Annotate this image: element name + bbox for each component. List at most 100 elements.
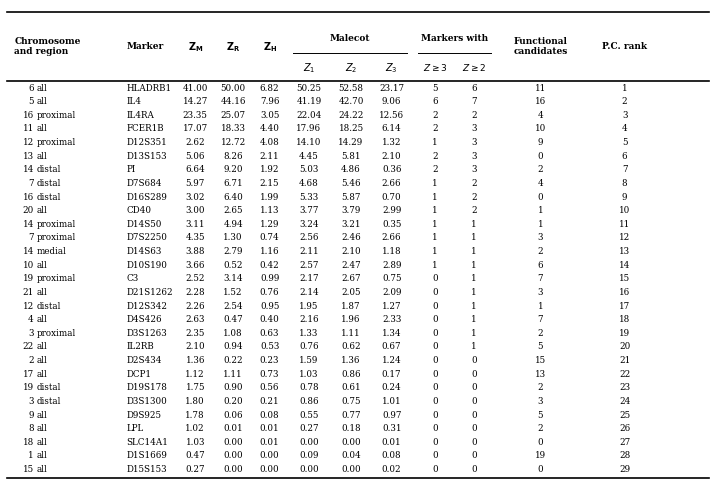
Text: 2: 2: [538, 329, 543, 338]
Text: 3: 3: [538, 397, 543, 406]
Text: 2: 2: [538, 383, 543, 393]
Text: all: all: [37, 261, 47, 270]
Text: 1: 1: [471, 288, 477, 297]
Text: 0.36: 0.36: [382, 165, 402, 174]
Text: 3.88: 3.88: [185, 247, 205, 256]
Text: all: all: [37, 342, 47, 352]
Text: 12.56: 12.56: [379, 111, 405, 120]
Text: 10: 10: [23, 261, 34, 270]
Text: 2.28: 2.28: [185, 288, 205, 297]
Text: Marker: Marker: [127, 42, 164, 51]
Text: 41.00: 41.00: [183, 84, 208, 93]
Text: 4.68: 4.68: [299, 179, 319, 188]
Text: 2.56: 2.56: [299, 233, 319, 243]
Text: 2.47: 2.47: [341, 261, 361, 270]
Text: IL4: IL4: [127, 97, 142, 106]
Text: 0: 0: [432, 315, 438, 324]
Text: 2.16: 2.16: [299, 315, 319, 324]
Text: 0.76: 0.76: [260, 288, 279, 297]
Text: 0: 0: [538, 438, 543, 447]
Text: all: all: [37, 315, 47, 324]
Text: 0.70: 0.70: [382, 192, 402, 202]
Text: 2: 2: [621, 97, 627, 106]
Text: 12: 12: [23, 301, 34, 311]
Text: 1: 1: [538, 301, 543, 311]
Text: 1: 1: [432, 261, 438, 270]
Text: 2.10: 2.10: [185, 342, 205, 352]
Text: 0.52: 0.52: [223, 261, 243, 270]
Text: 16: 16: [23, 192, 34, 202]
Text: 27: 27: [619, 438, 630, 447]
Text: D16S289: D16S289: [127, 192, 168, 202]
Text: 0.95: 0.95: [260, 301, 279, 311]
Text: 0: 0: [471, 370, 477, 379]
Text: 0: 0: [471, 383, 477, 393]
Text: $\mathbf{Z_R}$: $\mathbf{Z_R}$: [226, 40, 240, 54]
Text: 0.23: 0.23: [260, 356, 279, 365]
Text: 19: 19: [535, 451, 546, 461]
Text: $\mathbf{Z_H}$: $\mathbf{Z_H}$: [263, 40, 276, 54]
Text: 17.96: 17.96: [296, 124, 321, 133]
Text: 2.17: 2.17: [299, 274, 319, 283]
Text: 2.65: 2.65: [223, 206, 243, 215]
Text: DCP1: DCP1: [127, 370, 152, 379]
Text: 0.86: 0.86: [299, 397, 319, 406]
Text: distal: distal: [37, 301, 61, 311]
Text: 0.01: 0.01: [260, 424, 279, 433]
Text: 2: 2: [538, 165, 543, 174]
Text: 2.10: 2.10: [341, 247, 361, 256]
Text: 0.90: 0.90: [223, 383, 243, 393]
Text: 1.59: 1.59: [299, 356, 319, 365]
Text: 2: 2: [432, 165, 438, 174]
Text: 0: 0: [471, 465, 477, 474]
Text: 0.01: 0.01: [260, 438, 279, 447]
Text: 0.55: 0.55: [299, 411, 319, 420]
Text: 23.17: 23.17: [379, 84, 405, 93]
Text: 5.46: 5.46: [341, 179, 361, 188]
Text: 0: 0: [471, 451, 477, 461]
Text: 0.40: 0.40: [260, 315, 279, 324]
Text: 0.99: 0.99: [260, 274, 279, 283]
Text: 1.30: 1.30: [223, 233, 243, 243]
Text: 1: 1: [471, 233, 477, 243]
Text: D3S1300: D3S1300: [127, 397, 168, 406]
Text: 44.16: 44.16: [221, 97, 246, 106]
Text: 4: 4: [538, 179, 543, 188]
Text: FCER1B: FCER1B: [127, 124, 164, 133]
Text: 24.22: 24.22: [338, 111, 364, 120]
Text: IL4RA: IL4RA: [127, 111, 155, 120]
Text: 7: 7: [28, 233, 34, 243]
Text: 1.27: 1.27: [382, 301, 402, 311]
Text: 21: 21: [619, 356, 630, 365]
Text: 2.05: 2.05: [342, 288, 361, 297]
Text: 28: 28: [619, 451, 630, 461]
Text: 2.99: 2.99: [382, 206, 402, 215]
Text: 5.81: 5.81: [342, 151, 361, 161]
Text: 7: 7: [538, 274, 543, 283]
Text: 0: 0: [432, 329, 438, 338]
Text: 2.57: 2.57: [299, 261, 319, 270]
Text: distal: distal: [37, 397, 61, 406]
Text: 9.20: 9.20: [223, 165, 243, 174]
Text: 5.97: 5.97: [185, 179, 205, 188]
Text: 0: 0: [432, 342, 438, 352]
Text: 9: 9: [538, 138, 543, 147]
Text: 3: 3: [471, 151, 477, 161]
Text: 1.33: 1.33: [299, 329, 319, 338]
Text: 0.42: 0.42: [260, 261, 279, 270]
Text: 18: 18: [619, 315, 630, 324]
Text: 0.21: 0.21: [260, 397, 279, 406]
Text: 0.53: 0.53: [260, 342, 279, 352]
Text: 14.29: 14.29: [339, 138, 364, 147]
Text: 0.47: 0.47: [223, 315, 243, 324]
Text: 16: 16: [619, 288, 630, 297]
Text: 17.07: 17.07: [183, 124, 208, 133]
Text: 0.94: 0.94: [223, 342, 243, 352]
Text: Malecot: Malecot: [330, 34, 371, 43]
Text: 0: 0: [432, 424, 438, 433]
Text: $Z_2$: $Z_2$: [345, 61, 357, 75]
Text: D13S153: D13S153: [127, 151, 167, 161]
Text: 3.79: 3.79: [342, 206, 361, 215]
Text: 0.04: 0.04: [341, 451, 361, 461]
Text: 0.31: 0.31: [382, 424, 402, 433]
